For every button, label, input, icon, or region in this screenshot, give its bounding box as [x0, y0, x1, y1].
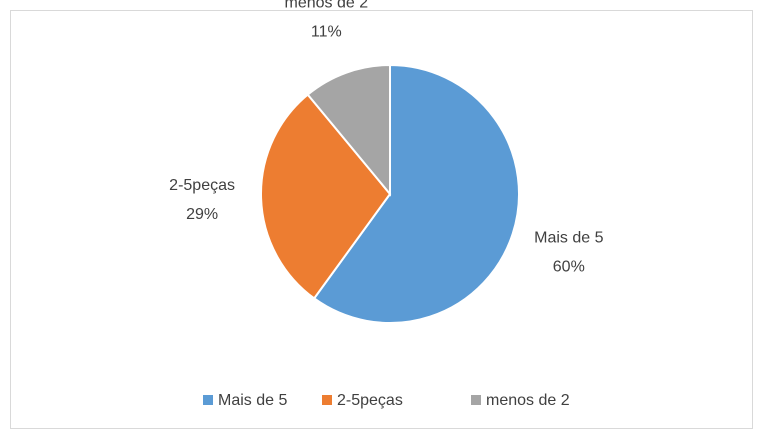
slice-label-value: 29%	[186, 206, 218, 223]
pie-slice	[306, 63, 391, 197]
slice-label-name: Mais de 5	[534, 229, 603, 246]
legend-label: 2-5peças	[337, 392, 403, 409]
slice-label-value: 60%	[553, 258, 585, 275]
pie-slice	[260, 93, 392, 300]
slice-label-name: menos de 2	[285, 0, 369, 11]
slice-label-name: 2-5peças	[169, 177, 235, 194]
legend-swatch	[322, 395, 332, 405]
legend-swatch	[471, 395, 481, 405]
legend-swatch	[203, 395, 213, 405]
slice-label-value: 11%	[311, 23, 342, 40]
pie-slice	[312, 63, 520, 324]
legend-label: menos de 2	[486, 392, 570, 409]
legend-label: Mais de 5	[218, 392, 287, 409]
